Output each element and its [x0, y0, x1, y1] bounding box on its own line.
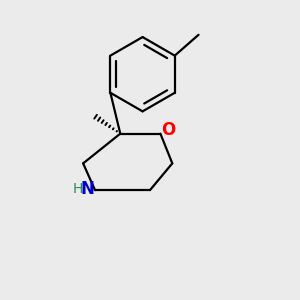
- Text: N: N: [81, 180, 94, 198]
- Text: O: O: [161, 121, 175, 139]
- Text: H: H: [73, 182, 83, 196]
